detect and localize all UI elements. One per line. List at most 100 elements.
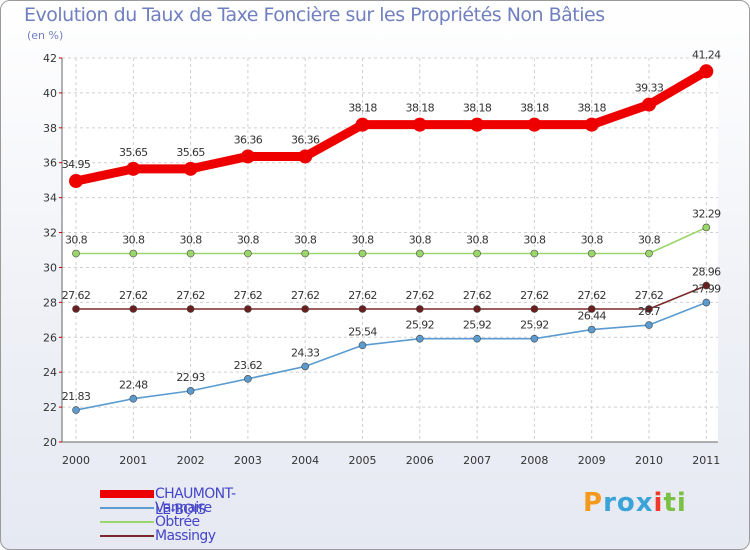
data-point <box>473 249 481 258</box>
series-line <box>75 284 708 310</box>
data-point <box>470 117 485 132</box>
data-point <box>183 161 198 176</box>
data-label: 27.62 <box>635 289 664 302</box>
y-tick-label: 30 <box>43 261 57 274</box>
data-label: 27.62 <box>119 289 148 302</box>
data-label: 30.8 <box>523 233 546 246</box>
data-point <box>702 298 711 307</box>
data-label: 21.83 <box>62 390 91 403</box>
x-tick-label: 2002 <box>177 454 205 467</box>
y-tick-label: 26 <box>43 331 57 344</box>
data-label: 25.92 <box>463 319 492 332</box>
x-tick-label: 2003 <box>234 454 262 467</box>
data-point <box>415 305 424 313</box>
data-label: 30.8 <box>581 233 604 246</box>
data-label: 25.54 <box>348 325 377 338</box>
y-tick-label: 28 <box>43 296 57 309</box>
data-label: 32.29 <box>692 207 721 220</box>
data-label: 38.18 <box>406 102 435 115</box>
data-point <box>412 117 427 132</box>
data-label: 27.62 <box>291 289 320 302</box>
data-label: 30.8 <box>122 233 145 246</box>
data-label: 27.62 <box>62 289 91 302</box>
data-point <box>129 305 138 313</box>
data-label: 38.18 <box>577 102 606 115</box>
data-label: 34.95 <box>62 158 91 171</box>
logo-letter: i <box>653 488 664 518</box>
data-point <box>473 334 481 343</box>
x-tick-label: 2008 <box>520 454 548 467</box>
legend-label: Massingy <box>155 528 216 544</box>
series-line <box>71 66 711 186</box>
data-point <box>358 305 367 313</box>
data-point <box>69 174 83 189</box>
legend-label: CHAUMONT-LE-BOIS <box>155 486 236 518</box>
data-label: 23.62 <box>234 359 263 372</box>
data-point <box>642 97 656 112</box>
data-label: 30.8 <box>638 233 661 246</box>
data-point <box>527 117 542 132</box>
data-label: 28.96 <box>692 266 721 279</box>
data-label: 30.8 <box>65 233 88 246</box>
data-label: 38.18 <box>463 102 492 115</box>
y-tick-label: 36 <box>43 157 57 170</box>
proxiti-logo: Proxiti <box>583 488 687 518</box>
data-label: 27.99 <box>692 283 721 296</box>
y-axis-unit-label: (en %) <box>27 29 64 42</box>
data-label: 27.62 <box>577 289 606 302</box>
series-line <box>75 301 708 411</box>
data-point <box>301 305 310 313</box>
y-tick-label: 24 <box>43 366 57 379</box>
data-label: 41.24 <box>692 48 721 61</box>
legend-label: Vannaire <box>155 500 212 516</box>
data-point <box>72 305 80 313</box>
data-point <box>240 149 255 164</box>
data-point <box>584 117 599 132</box>
data-point <box>126 161 141 176</box>
data-label: 30.8 <box>237 233 260 246</box>
x-tick-label: 2006 <box>406 454 434 467</box>
logo-letter: t <box>663 488 677 518</box>
data-label: 35.65 <box>176 146 205 159</box>
data-point <box>415 334 424 343</box>
logo-letter: P <box>583 488 604 518</box>
data-point <box>72 249 80 258</box>
data-label: 30.8 <box>466 233 489 246</box>
data-label: 27.62 <box>234 289 263 302</box>
data-label: 36.36 <box>234 133 263 146</box>
x-tick-label: 2009 <box>578 454 606 467</box>
x-tick-label: 2007 <box>463 454 491 467</box>
data-point <box>358 249 367 258</box>
data-label: 27.62 <box>520 289 549 302</box>
data-point <box>301 362 310 371</box>
y-tick-label: 20 <box>43 436 57 449</box>
data-point <box>702 281 711 290</box>
x-tick-label: 2001 <box>119 454 147 467</box>
data-point <box>530 249 539 258</box>
data-label: 27.62 <box>176 289 205 302</box>
data-label: 25.92 <box>406 319 435 332</box>
data-label: 27.62 <box>348 289 377 302</box>
data-point <box>645 249 653 258</box>
data-label: 25.92 <box>520 319 549 332</box>
data-point <box>186 305 195 313</box>
legend-swatch <box>100 507 154 509</box>
data-label: 38.18 <box>520 102 549 115</box>
series-line <box>75 226 708 255</box>
data-point <box>129 394 138 403</box>
x-tick-label: 2000 <box>62 454 90 467</box>
y-tick-label: 38 <box>43 122 57 135</box>
data-label: 38.18 <box>348 102 377 115</box>
logo-letter: o <box>616 488 636 518</box>
data-point <box>702 223 711 232</box>
y-tick-label: 40 <box>43 87 57 100</box>
data-point <box>298 149 313 164</box>
legend-label: Obtrée <box>155 514 200 530</box>
data-point <box>530 305 539 313</box>
data-point <box>355 117 370 132</box>
data-label: 27.62 <box>406 289 435 302</box>
data-label: 22.93 <box>176 371 205 384</box>
data-point <box>358 341 367 350</box>
data-label: 26.7 <box>638 305 661 318</box>
